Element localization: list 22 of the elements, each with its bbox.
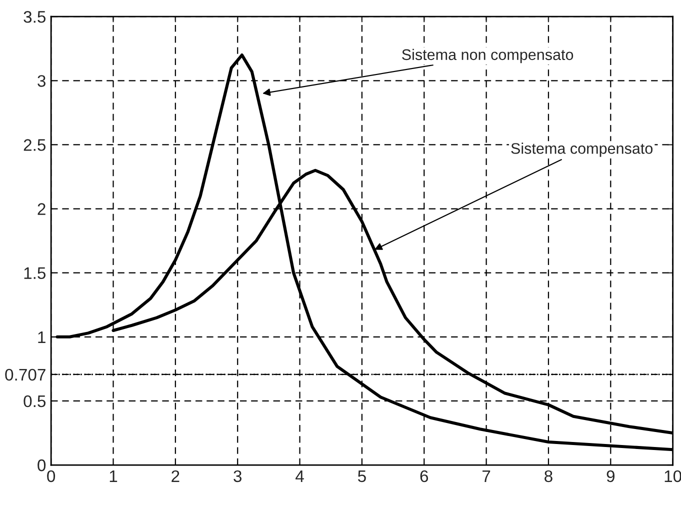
x-tick-label: 6	[420, 470, 428, 482]
x-tick-label: 3	[234, 470, 242, 482]
annotation: Sistema compensato	[511, 142, 653, 157]
x-tick-label: 5	[358, 470, 366, 482]
x-tick-label: 2	[172, 470, 180, 482]
x-tick-label: 10	[664, 470, 681, 482]
y-tick-label: 1	[38, 331, 46, 343]
x-tick-label: 7	[482, 470, 490, 482]
y-tick-label: 2	[38, 203, 46, 215]
y-tick-label: 0.5	[24, 395, 46, 408]
y-tick-label: 0	[38, 459, 46, 472]
x-tick-label: 0	[47, 470, 56, 482]
annotation: Sistema non compensato	[402, 48, 574, 64]
x-tick-label: 1	[110, 470, 118, 482]
x-tick-label: 9	[606, 470, 614, 482]
x-tick-label: 8	[544, 470, 552, 482]
y-tick-label: 3	[38, 75, 46, 87]
x-tick-label: 4	[296, 470, 304, 482]
y-tick-label: 2.5	[24, 139, 46, 151]
y-tick-label: 3.5	[24, 11, 46, 23]
y-tick-label: 1.5	[24, 267, 46, 280]
y-tick-label: 0.707	[5, 368, 46, 381]
